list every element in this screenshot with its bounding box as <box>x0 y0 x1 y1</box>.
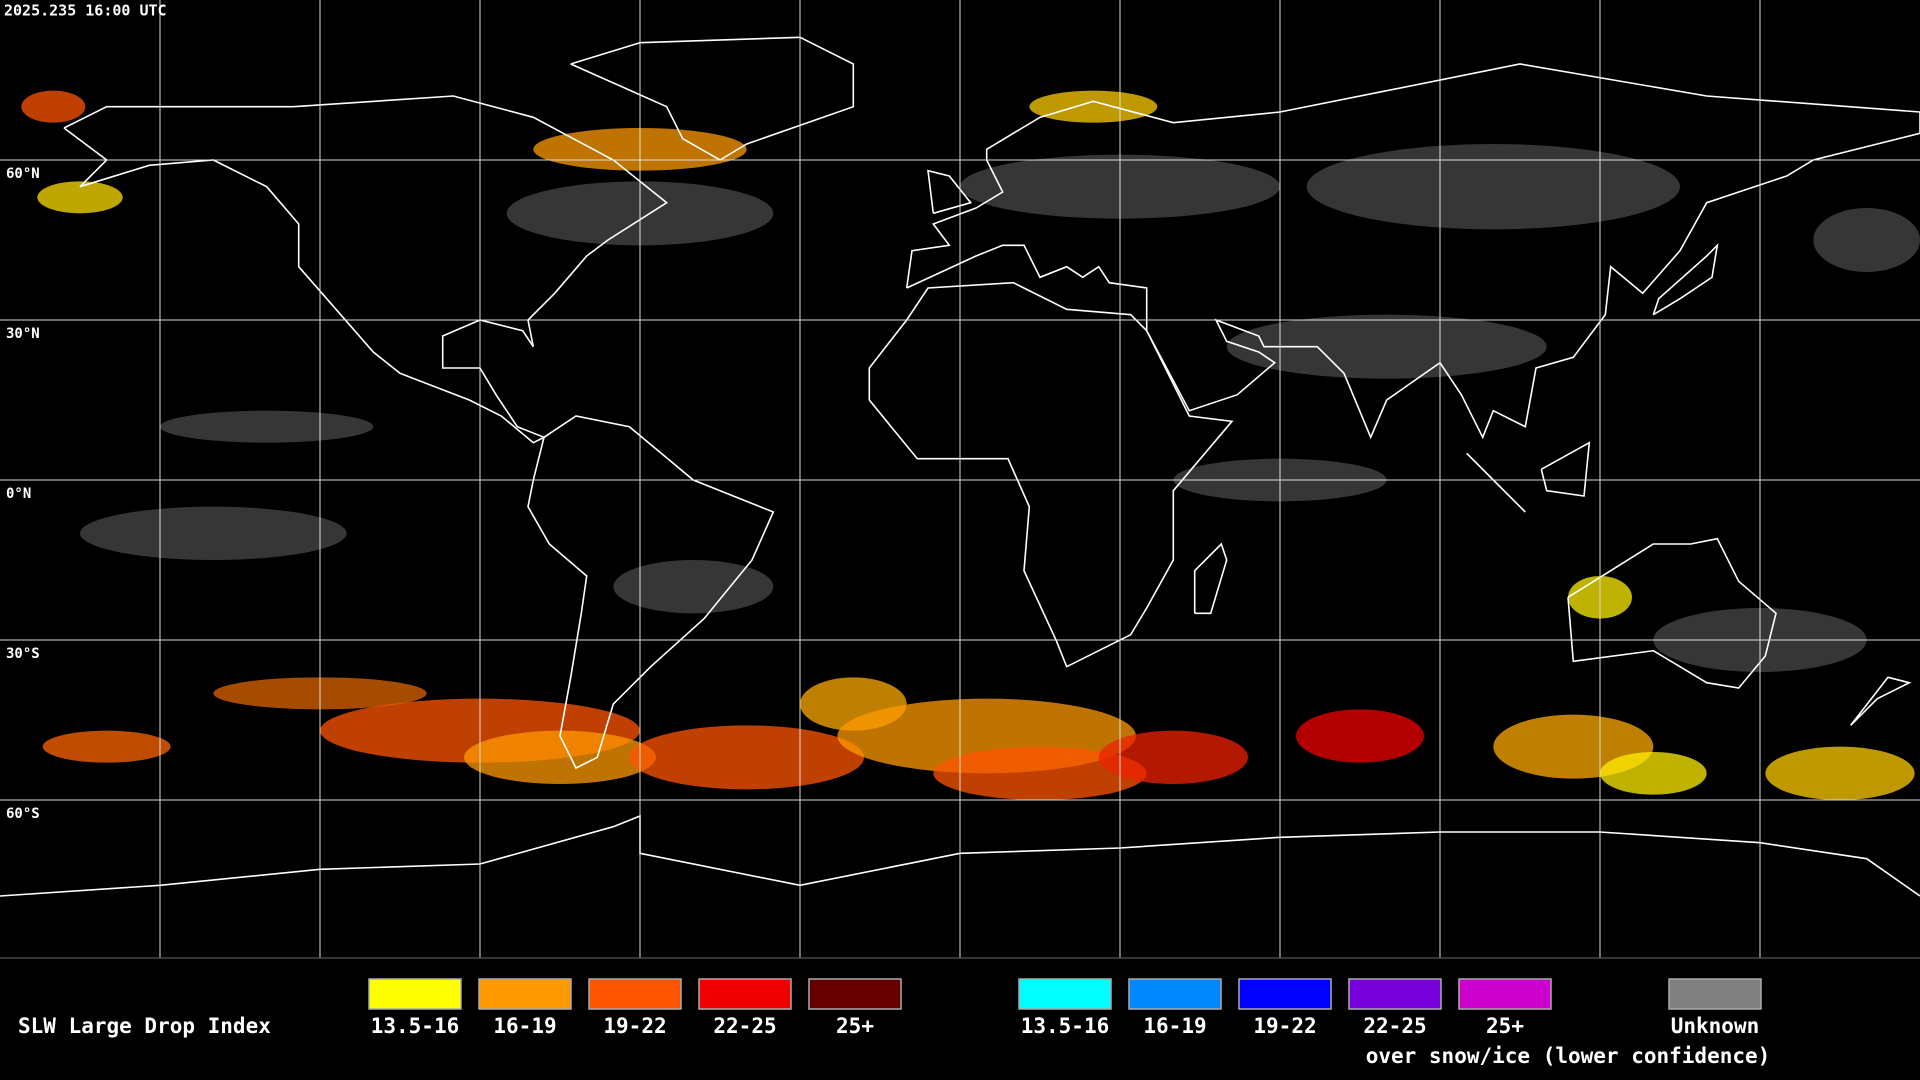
coastline <box>868 281 1234 668</box>
coastline <box>1567 537 1777 689</box>
cloud-area <box>1813 208 1920 272</box>
latitude-label: 60°S <box>6 806 40 822</box>
legend-swatch <box>808 978 902 1010</box>
legend-swatch <box>478 978 572 1010</box>
cloud-area <box>42 730 171 763</box>
cloud-area <box>613 560 774 614</box>
legend-swatch <box>1128 978 1222 1010</box>
legend-label: 13.5-16 <box>371 1014 460 1038</box>
cloud-area <box>1098 730 1249 784</box>
legend-label: 16-19 <box>1143 1014 1206 1038</box>
legend-label: 19-22 <box>1253 1014 1316 1038</box>
coastline <box>1652 242 1719 316</box>
legend-swatch <box>1458 978 1552 1010</box>
legend-swatch <box>1668 978 1762 1010</box>
legend-label: Unknown <box>1671 1014 1760 1038</box>
legend-label: 25+ <box>836 1014 874 1038</box>
coastline <box>927 169 973 215</box>
cloud-area <box>933 746 1147 800</box>
legend-label: 22-25 <box>1363 1014 1426 1038</box>
coastline <box>1193 542 1228 615</box>
cloud-area <box>1765 746 1915 800</box>
latitude-label: 60°N <box>6 166 40 182</box>
cloud-area <box>37 181 123 214</box>
legend-swatch <box>1348 978 1442 1010</box>
coastline <box>0 814 1920 897</box>
legend-label: 16-19 <box>493 1014 556 1038</box>
coastline <box>905 63 1920 440</box>
legend-label: 25+ <box>1486 1014 1524 1038</box>
cloud-area <box>80 506 347 560</box>
cloud-area <box>1306 144 1681 230</box>
cloud-area <box>160 410 374 443</box>
coastline <box>1850 676 1912 726</box>
legend-note: over snow/ice (lower confidence) <box>1366 1044 1771 1068</box>
legend-label: 19-22 <box>603 1014 666 1038</box>
cloud-area <box>1296 709 1424 763</box>
legend-swatch <box>1238 978 1332 1010</box>
latitude-label: 0°N <box>6 486 31 502</box>
cloud-area <box>1600 752 1707 795</box>
cloud-area <box>1029 90 1158 123</box>
cloud-area <box>21 90 86 123</box>
legend-swatch <box>588 978 682 1010</box>
cloud-area <box>464 730 656 784</box>
graticule <box>0 0 1920 958</box>
cloud-layer <box>21 90 1920 800</box>
legend-label: 13.5-16 <box>1021 1014 1110 1038</box>
latitude-label: 30°S <box>6 646 40 662</box>
coastline <box>1540 441 1591 497</box>
latitude-label: 30°N <box>6 326 40 342</box>
legend-label: 22-25 <box>713 1014 776 1038</box>
legend-swatch <box>1018 978 1112 1010</box>
coastline <box>1466 452 1526 513</box>
legend-swatch <box>698 978 792 1010</box>
cloud-area <box>629 725 865 790</box>
coastlines <box>0 36 1920 897</box>
timestamp: 2025.235 16:00 UTC <box>4 2 167 20</box>
legend-title: SLW Large Drop Index <box>18 1014 271 1038</box>
cloud-area <box>1226 314 1547 379</box>
legend-swatch <box>368 978 462 1010</box>
